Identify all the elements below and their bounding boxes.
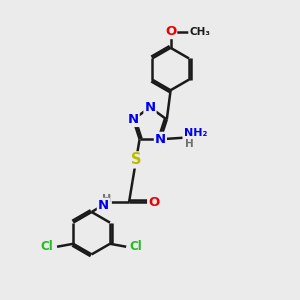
Text: Cl: Cl — [41, 240, 53, 253]
Text: H: H — [102, 194, 111, 204]
Text: N: N — [128, 113, 139, 126]
Text: N: N — [98, 199, 109, 212]
Text: NH₂: NH₂ — [184, 128, 207, 138]
Text: O: O — [148, 196, 159, 209]
Text: O: O — [165, 25, 176, 38]
Text: N: N — [144, 101, 156, 114]
Text: CH₃: CH₃ — [189, 27, 210, 37]
Text: Cl: Cl — [130, 240, 142, 253]
Text: S: S — [131, 152, 141, 167]
Text: H: H — [184, 139, 193, 149]
Text: N: N — [155, 133, 166, 146]
